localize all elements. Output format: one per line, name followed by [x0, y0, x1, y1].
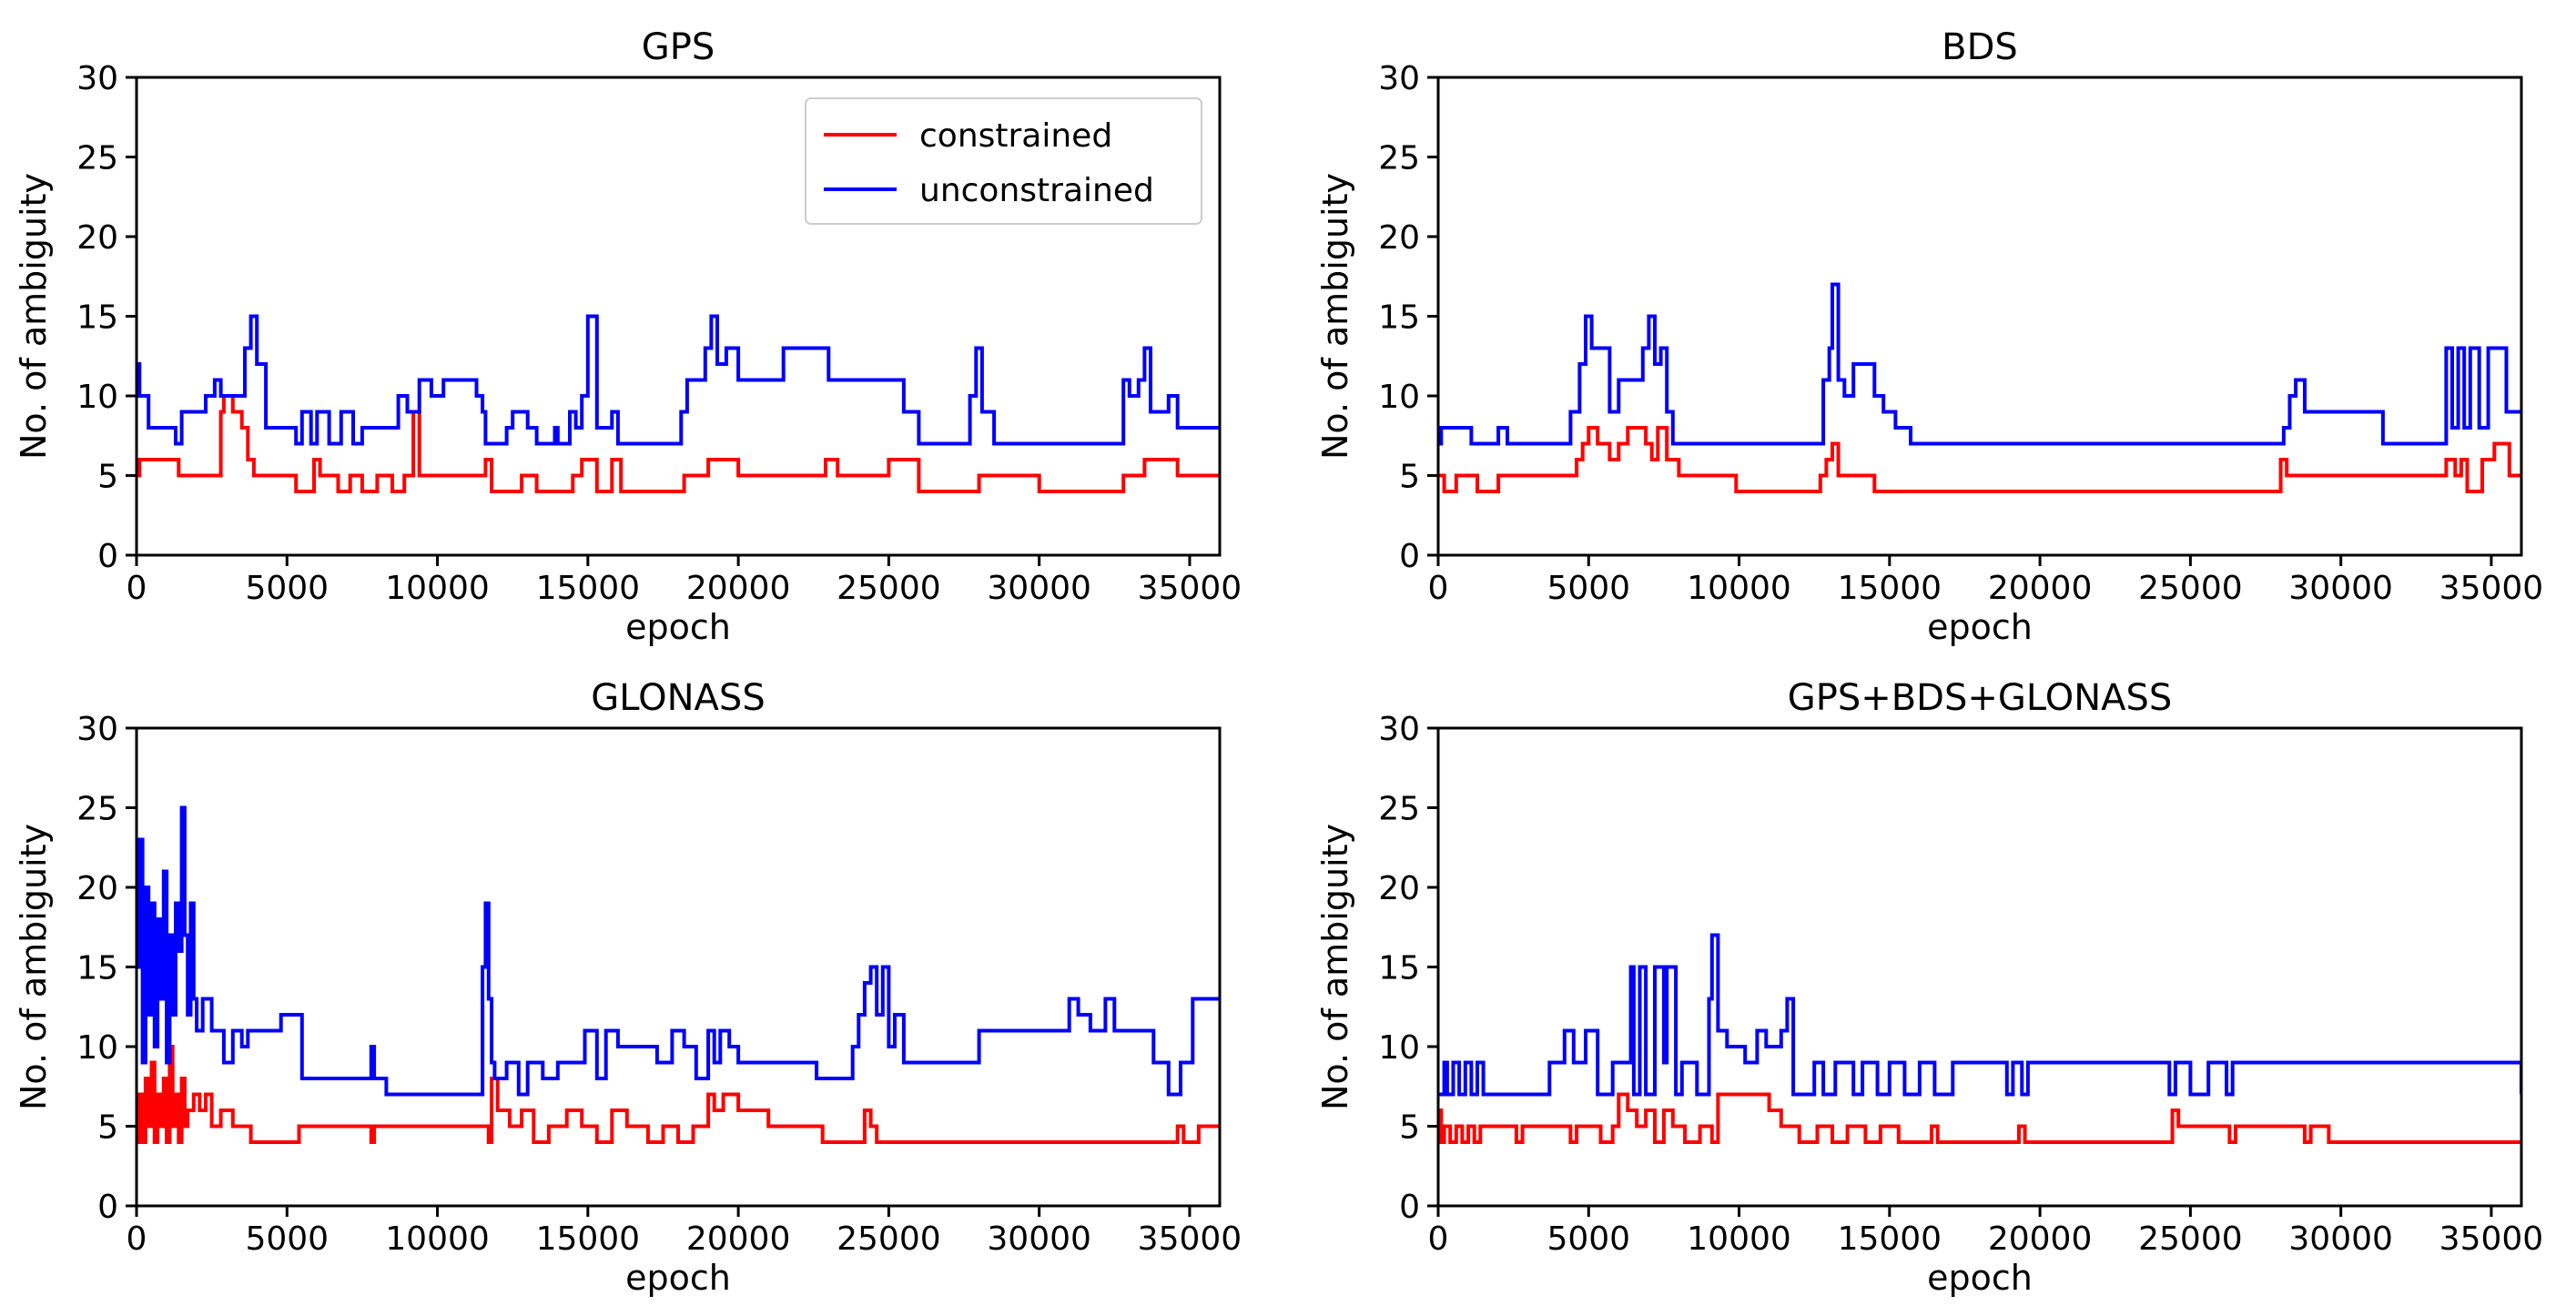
y-tick-label: 25	[76, 140, 118, 177]
y-tick-label: 15	[76, 950, 118, 987]
y-tick-label: 30	[1378, 711, 1420, 748]
y-tick-label: 10	[1378, 379, 1420, 416]
x-tick-label: 30000	[2288, 570, 2393, 607]
x-tick-label: 0	[1428, 1220, 1449, 1258]
y-tick-label: 20	[1378, 219, 1420, 257]
x-axis-label: epoch	[1927, 607, 2033, 647]
x-tick-label: 0	[127, 570, 147, 607]
y-tick-label: 25	[1378, 791, 1420, 828]
x-tick-label: 20000	[1988, 570, 2093, 607]
x-tick-label: 5000	[1547, 1220, 1630, 1258]
y-tick-label: 20	[1378, 870, 1420, 907]
legend-label-constrained: constrained	[919, 117, 1112, 155]
series-line-unconstrained	[137, 314, 1220, 446]
legend-box	[805, 97, 1202, 225]
y-tick-label: 15	[1378, 950, 1420, 987]
y-tick-label: 20	[76, 219, 118, 257]
y-tick-label: 20	[76, 870, 118, 907]
y-tick-label: 0	[97, 538, 118, 575]
x-tick-label: 25000	[837, 570, 941, 607]
y-tick-label: 30	[1378, 60, 1420, 97]
x-tick-label: 25000	[837, 1220, 941, 1258]
y-tick-label: 10	[1378, 1029, 1420, 1067]
y-tick-label: 25	[1378, 140, 1420, 177]
x-axis-label: epoch	[625, 1258, 731, 1298]
x-tick-label: 10000	[1687, 1220, 1791, 1258]
legend-label-unconstrained: unconstrained	[919, 172, 1154, 209]
y-tick-label: 30	[76, 711, 118, 748]
series-line-unconstrained	[1438, 282, 2521, 446]
x-axis-label: epoch	[1927, 1258, 2033, 1298]
y-tick-label: 5	[97, 1109, 118, 1147]
y-tick-label: 25	[76, 791, 118, 828]
x-tick-label: 30000	[987, 570, 1091, 607]
x-tick-label: 15000	[536, 1220, 641, 1258]
x-tick-label: 15000	[1838, 1220, 1942, 1258]
x-tick-label: 25000	[2138, 570, 2243, 607]
x-tick-label: 20000	[686, 1220, 791, 1258]
x-tick-label: 5000	[245, 1220, 329, 1258]
series-line-constrained	[137, 394, 1220, 493]
x-tick-label: 35000	[2439, 1220, 2544, 1258]
series-line-unconstrained	[1438, 933, 2521, 1097]
y-tick-label: 5	[1399, 459, 1420, 496]
y-axis-label: No. of ambiguity	[1315, 173, 1355, 460]
x-tick-label: 15000	[536, 570, 641, 607]
x-tick-label: 10000	[385, 1220, 490, 1258]
series-line-constrained	[1438, 426, 2521, 493]
x-tick-label: 15000	[1838, 570, 1942, 607]
y-tick-label: 0	[1399, 538, 1420, 575]
x-tick-label: 10000	[385, 570, 490, 607]
x-tick-label: 25000	[2138, 1220, 2243, 1258]
x-tick-label: 5000	[1547, 570, 1630, 607]
plot-frame	[1436, 76, 2523, 557]
series-line-constrained	[137, 1045, 1220, 1144]
legend: constrained unconstrained	[805, 97, 1202, 225]
subplot-glonass: 0 5 10 15 20 25 30 0 5000 10000 15000 20000 25000 300…	[14, 677, 1242, 1298]
series-line-unconstrained	[137, 805, 1220, 1097]
series-line-constrained	[1438, 1092, 2521, 1144]
y-axis-label: No. of ambiguity	[1315, 824, 1355, 1110]
x-tick-label: 20000	[686, 570, 791, 607]
y-tick-label: 10	[76, 379, 118, 416]
y-tick-label: 30	[76, 60, 118, 97]
x-tick-label: 30000	[987, 1220, 1091, 1258]
y-tick-label: 15	[1378, 299, 1420, 337]
x-tick-label: 0	[1428, 570, 1449, 607]
y-tick-label: 5	[1399, 1109, 1420, 1147]
x-tick-label: 20000	[1988, 1220, 2093, 1258]
x-tick-label: 35000	[1138, 1220, 1242, 1258]
x-tick-label: 35000	[2439, 570, 2544, 607]
y-tick-label: 0	[1399, 1189, 1420, 1226]
y-axis-label: No. of ambiguity	[14, 173, 54, 460]
subplot-bds: 0 5 10 15 20 25 30 0 5000 10000 15000 20000 25000 300…	[1315, 26, 2543, 647]
x-tick-label: 0	[127, 1220, 147, 1258]
y-tick-label: 5	[97, 459, 118, 496]
x-tick-label: 30000	[2288, 1220, 2393, 1258]
y-tick-label: 15	[76, 299, 118, 337]
x-tick-label: 5000	[245, 570, 329, 607]
x-tick-label: 10000	[1687, 570, 1791, 607]
x-axis-label: epoch	[625, 607, 731, 647]
chart-title: GLONASS	[591, 677, 765, 719]
y-tick-label: 10	[76, 1029, 118, 1067]
chart-title: GPS+BDS+GLONASS	[1788, 677, 2173, 719]
chart-title: GPS	[642, 26, 715, 68]
subplot-gps: 0 5 10 15 20 25 30 0 5000 10000 15000 20000 25000 300…	[14, 26, 1242, 647]
x-tick-label: 35000	[1138, 570, 1242, 607]
y-axis-label: No. of ambiguity	[14, 824, 54, 1110]
subplot-combined: 0 5 10 15 20 25 30 0 5000 10000 15000 20000 25000 300…	[1315, 677, 2543, 1298]
y-tick-label: 0	[97, 1189, 118, 1226]
chart-title: BDS	[1942, 26, 2018, 68]
